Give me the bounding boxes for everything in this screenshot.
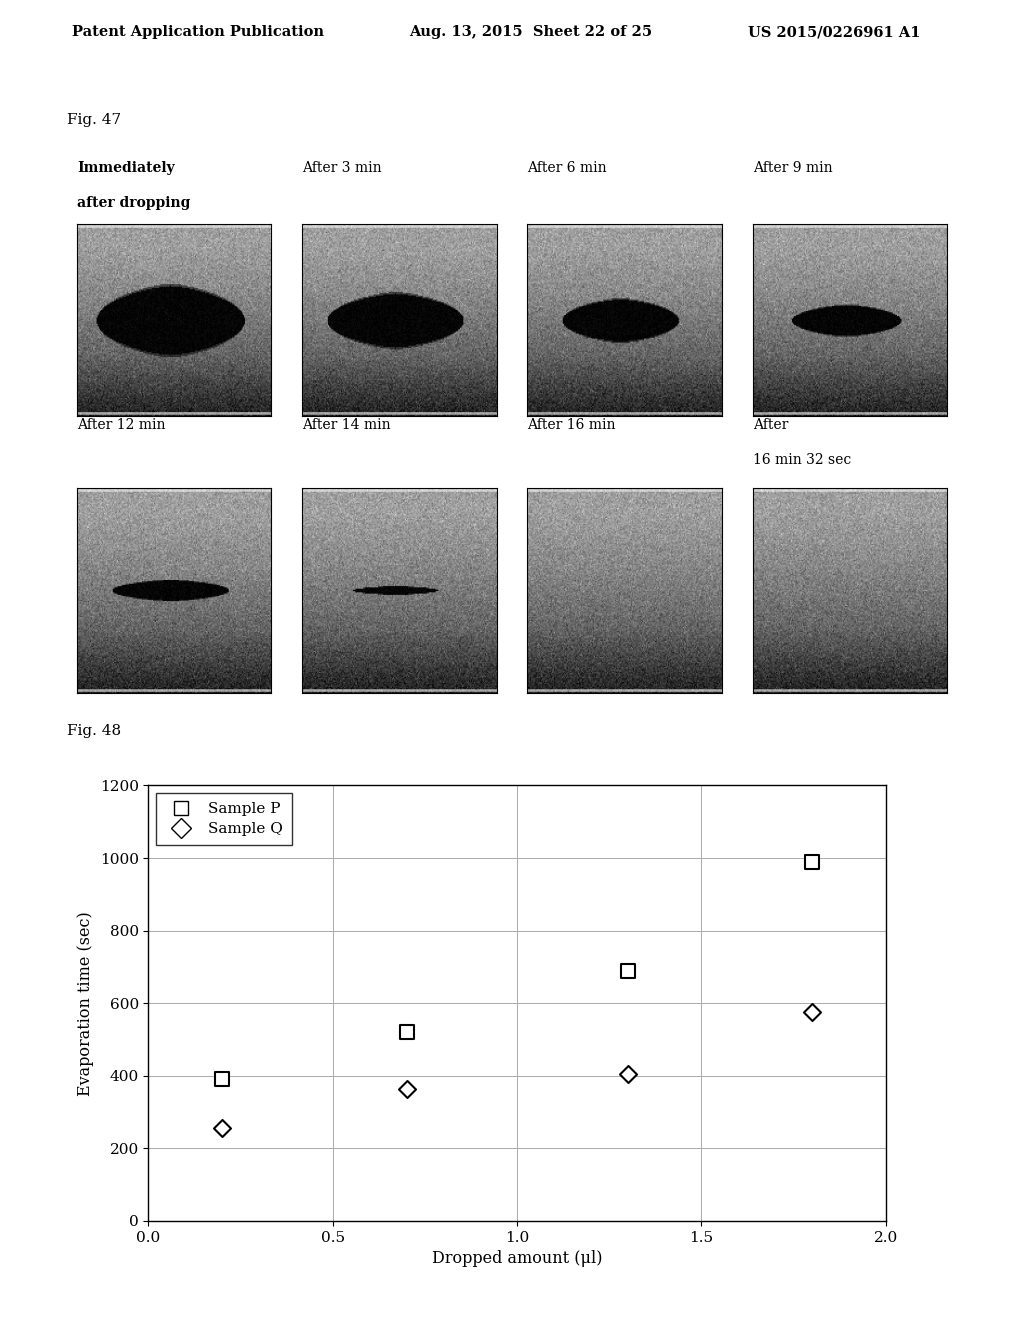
Text: After 9 min: After 9 min: [753, 161, 833, 176]
Text: After 6 min: After 6 min: [527, 161, 607, 176]
Text: Fig. 47: Fig. 47: [67, 114, 121, 127]
Text: After 3 min: After 3 min: [302, 161, 382, 176]
Legend: Sample P, Sample Q: Sample P, Sample Q: [156, 793, 292, 846]
Text: Immediately: Immediately: [77, 161, 174, 176]
Point: [804, 851, 820, 873]
X-axis label: Dropped amount (μl): Dropped amount (μl): [432, 1250, 602, 1267]
Text: Aug. 13, 2015  Sheet 22 of 25: Aug. 13, 2015 Sheet 22 of 25: [410, 25, 652, 40]
Point: [804, 1002, 820, 1023]
Text: 16 min 32 sec: 16 min 32 sec: [753, 453, 851, 467]
Y-axis label: Evaporation time (sec): Evaporation time (sec): [77, 911, 94, 1096]
Point: [214, 1118, 230, 1139]
Text: after dropping: after dropping: [77, 195, 190, 210]
Text: After 16 min: After 16 min: [527, 418, 615, 433]
Text: Fig. 48: Fig. 48: [67, 725, 121, 738]
Text: Patent Application Publication: Patent Application Publication: [72, 25, 324, 40]
Text: US 2015/0226961 A1: US 2015/0226961 A1: [748, 25, 920, 40]
Text: After 12 min: After 12 min: [77, 418, 165, 433]
Text: After: After: [753, 418, 788, 433]
Point: [214, 1069, 230, 1090]
Point: [620, 1064, 636, 1085]
Text: After 14 min: After 14 min: [302, 418, 391, 433]
Point: [398, 1022, 415, 1043]
Point: [398, 1078, 415, 1100]
Point: [620, 960, 636, 981]
